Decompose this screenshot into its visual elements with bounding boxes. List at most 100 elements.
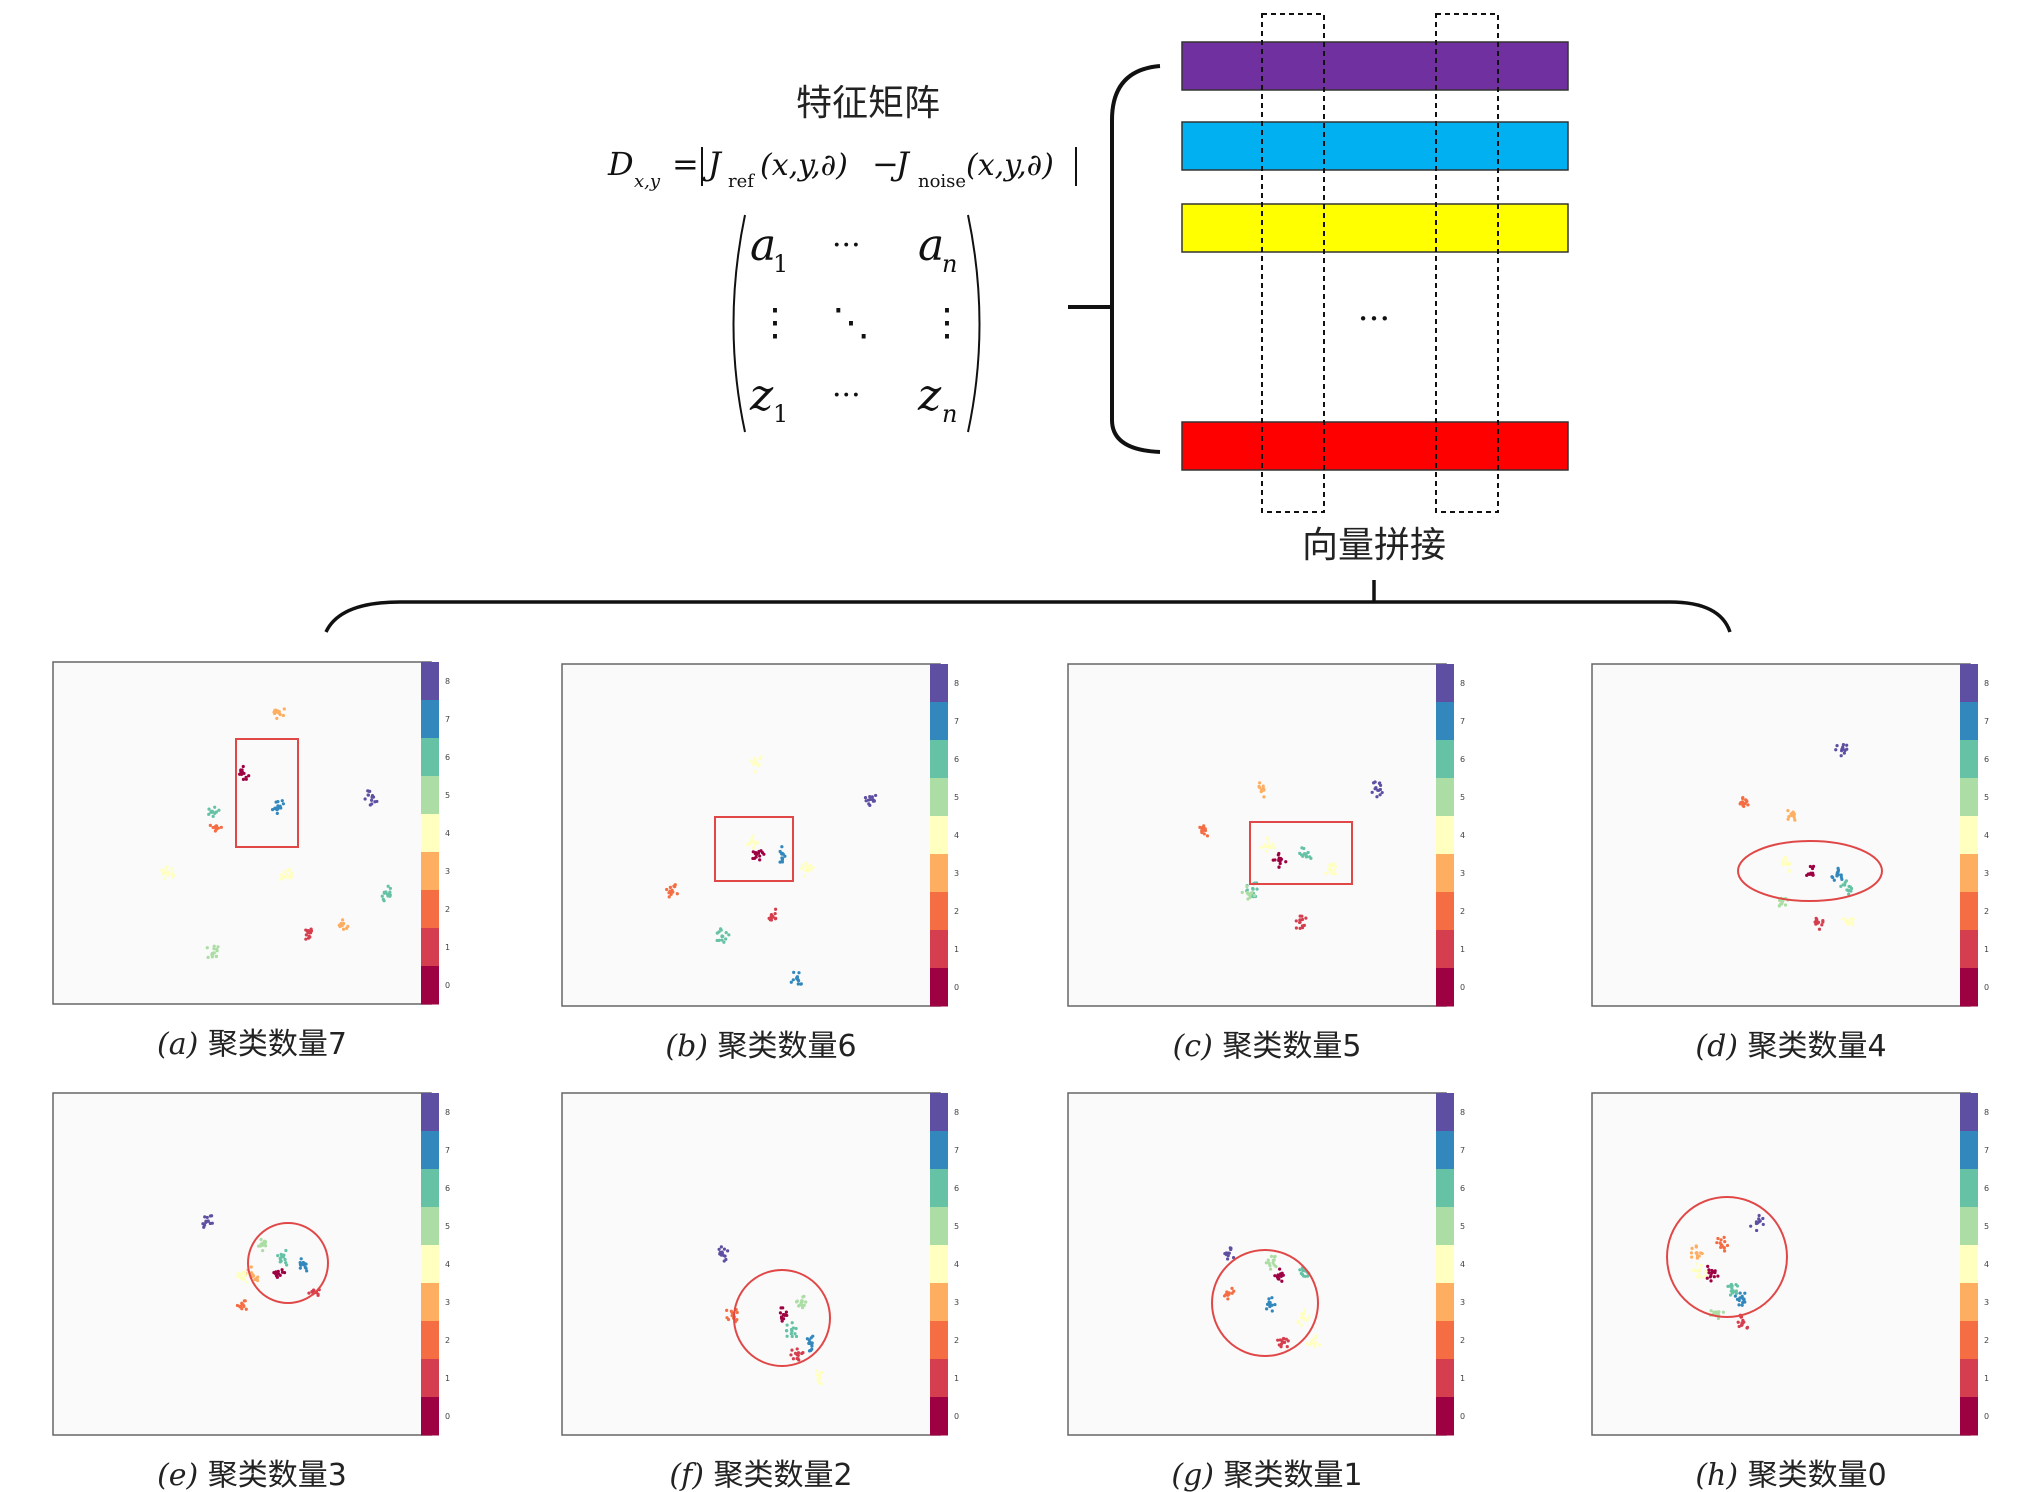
scatter-point [275, 716, 279, 721]
scatter-point [1738, 1291, 1742, 1295]
colorbar-segment [930, 740, 948, 779]
scatter-point [1272, 1255, 1277, 1259]
scatter-point [1229, 1246, 1233, 1250]
scatter-point [304, 1266, 308, 1270]
scatter-point [717, 1247, 721, 1251]
scatter-point [1714, 1310, 1718, 1314]
scatter-point [1808, 864, 1812, 869]
scatter-point [780, 845, 784, 849]
scatter-point [340, 924, 344, 928]
scatter-point [363, 797, 367, 801]
scatter-point [1847, 892, 1851, 896]
scatter-point [1792, 815, 1796, 820]
scatter-point [791, 1357, 796, 1361]
scatter-point [801, 1295, 805, 1299]
scatter-point [1786, 809, 1790, 813]
scatter-point [290, 871, 294, 875]
scatter-point [284, 1248, 288, 1253]
scatter-point [1841, 916, 1845, 921]
cluster-blob [1198, 824, 1210, 838]
scatter-point [213, 825, 217, 830]
scatter-point [1226, 1297, 1230, 1301]
colorbar-segment [1960, 1359, 1978, 1398]
scatter-point [304, 937, 308, 941]
scatter-point [210, 809, 215, 814]
cluster-blob [1223, 1246, 1236, 1261]
colorbar-segment [1960, 1207, 1978, 1246]
colorbar-segment [1436, 968, 1454, 1007]
scatter-point [730, 1311, 734, 1315]
scatter-point [1787, 869, 1791, 874]
colorbar-tick-label: 5 [1460, 1222, 1465, 1231]
scatter-point [754, 850, 758, 855]
scatter-point [1706, 1264, 1710, 1268]
scatter-point [1279, 856, 1283, 861]
cluster-blob [1240, 884, 1257, 901]
colorbar: 8 7 6 5 4 3 2 1 0 [930, 1093, 959, 1436]
scatter-point [1260, 787, 1264, 792]
scatter-point [1266, 1258, 1270, 1262]
scatter-point [1251, 886, 1255, 891]
scatter-point [1743, 1300, 1747, 1304]
scatter-point [1278, 861, 1282, 866]
scatter-point [795, 1347, 799, 1351]
colorbar-tick-label: 5 [445, 1222, 450, 1231]
scatter-point [1225, 1290, 1229, 1294]
scatter-point [1843, 883, 1847, 887]
colorbar-segment [1436, 740, 1454, 779]
colorbar-tick-label: 3 [1984, 869, 1989, 878]
scatter-point [344, 926, 349, 930]
scatter-point [1745, 1325, 1750, 1330]
scatter-point [1721, 1310, 1726, 1314]
scatter-point [817, 1380, 821, 1384]
scatter-point [280, 799, 284, 803]
colorbar-segment [930, 664, 948, 703]
panel-caption: (f) 聚类数量2 [669, 1458, 852, 1492]
scatter-point [725, 1316, 729, 1320]
colorbar-tick-label: 8 [1984, 1108, 1989, 1117]
cluster-blob [1813, 916, 1825, 931]
colorbar-tick-label: 8 [954, 1108, 959, 1117]
panel-caption-text: 聚类数量0 [1748, 1458, 1887, 1492]
colorbar-segment [930, 1131, 948, 1170]
scatter-point [1310, 1338, 1314, 1342]
scatter-point [1308, 855, 1312, 859]
scatter-point [1303, 852, 1307, 856]
scatter-point [1305, 1318, 1309, 1322]
scatter-point [1302, 1308, 1307, 1312]
panel-tag: (b) [665, 1029, 717, 1064]
scatter-point [1849, 917, 1853, 921]
scatter-point [1783, 903, 1788, 907]
scatter-point [1277, 865, 1281, 869]
colorbar-segment [421, 1093, 439, 1132]
scatter-point [278, 712, 282, 717]
scatter-point [1375, 795, 1379, 799]
dashed-column-selector-1 [1261, 13, 1325, 513]
scatter-point [1297, 1321, 1301, 1325]
matrix-an: a [918, 220, 944, 271]
scatter-point [1841, 743, 1846, 747]
colorbar-segment [421, 966, 439, 1005]
colorbar-tick-label: 0 [954, 983, 959, 992]
panel-caption: (g) 聚类数量1 [1171, 1458, 1362, 1492]
scatter-point [276, 1254, 280, 1258]
panel-tag: (a) [157, 1027, 208, 1062]
colorbar-segment [1960, 664, 1978, 703]
scatter-point [804, 1300, 808, 1304]
scatter-point [279, 873, 283, 877]
colorbar-segment [930, 1169, 948, 1208]
highlight-rect [235, 738, 299, 848]
colorbar: 8 7 6 5 4 3 2 1 0 [421, 662, 450, 1005]
cluster-blob [1805, 864, 1816, 877]
scatter-point [1738, 1296, 1742, 1300]
scatter-point [1834, 748, 1838, 752]
scatter-point [238, 1304, 242, 1308]
scatter-point [1737, 1303, 1741, 1307]
scatter-point [1225, 1257, 1230, 1261]
scatter-point [388, 890, 392, 894]
scatter-point [1745, 799, 1749, 804]
colorbar-tick-label: 0 [1984, 1412, 1989, 1421]
scatter-point [241, 777, 246, 782]
scatter-point [789, 1353, 793, 1357]
colorbar-segment [1960, 854, 1978, 893]
